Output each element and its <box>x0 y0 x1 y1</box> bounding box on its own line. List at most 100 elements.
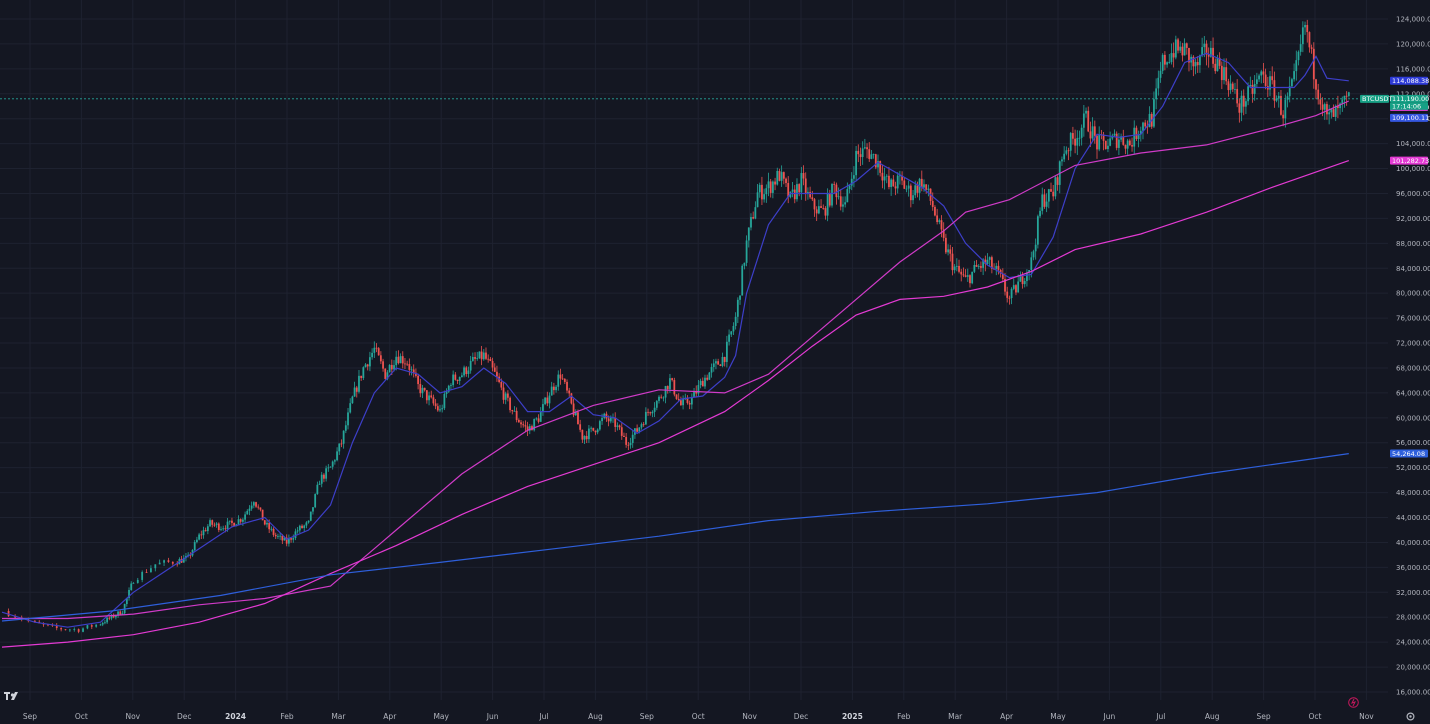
candle-body <box>990 257 993 269</box>
candle-body <box>618 425 621 428</box>
candle-body <box>1028 270 1031 273</box>
candle-body <box>528 426 531 431</box>
candle-body <box>690 397 693 405</box>
candle-body <box>390 364 393 370</box>
grid-lines <box>0 0 1388 700</box>
candle-body <box>1107 145 1109 150</box>
candle-body <box>756 192 759 208</box>
candle-body <box>474 356 476 359</box>
candle-body <box>1339 103 1341 109</box>
candle-body <box>349 403 352 413</box>
candle-body <box>888 175 890 188</box>
candle-body <box>226 521 229 530</box>
candle-body <box>436 406 439 411</box>
y-tick-label: 60,000.00 <box>1396 414 1430 422</box>
candle-body <box>710 367 713 373</box>
candle-body <box>1238 103 1241 113</box>
candle-body <box>272 528 275 535</box>
candle-body <box>947 249 949 253</box>
candle-body <box>202 530 205 536</box>
tradingview-logo-icon[interactable] <box>4 691 22 701</box>
time-axis[interactable]: Sep Oct Nov Dec 2024 Feb Mar Apr May Jun Jul Aug Sep… <box>23 712 1374 721</box>
candle-body <box>1337 105 1339 109</box>
candle-body <box>686 397 689 403</box>
candle-body <box>1317 89 1320 100</box>
candle-body <box>90 625 93 627</box>
candle-body <box>196 539 198 543</box>
candle-body <box>1166 62 1168 65</box>
gear-icon[interactable] <box>1405 711 1416 722</box>
ma-line-0 <box>1 52 1349 628</box>
candle-body <box>1001 273 1004 280</box>
candle-body <box>327 467 330 469</box>
price-badge <box>1390 156 1428 165</box>
candle-body <box>364 364 367 368</box>
price-axis[interactable]: 124,000.00 120,000.00 116,000.00 112,000.00… <box>1396 16 1430 697</box>
candle-body <box>1109 138 1112 146</box>
candle-body <box>1273 80 1276 101</box>
candle-body <box>953 266 956 271</box>
candle-body <box>868 149 871 159</box>
candle-body <box>255 502 257 507</box>
y-tick-label: 16,000.00 <box>1396 689 1430 697</box>
candle-body <box>108 617 111 619</box>
candle-body <box>853 175 855 179</box>
candle-body <box>279 535 282 537</box>
candle-body <box>1341 99 1344 104</box>
price-badge <box>1390 449 1428 458</box>
candle-body <box>861 148 864 158</box>
candle-body <box>399 356 402 364</box>
candle-body <box>344 425 347 431</box>
x-tick-label: May <box>433 712 449 721</box>
candle-body <box>822 207 825 209</box>
symbol-badge <box>1360 94 1389 103</box>
candle-body <box>432 397 435 404</box>
candle-body <box>1332 109 1335 117</box>
candle-body <box>809 191 812 198</box>
candle-body <box>596 429 599 433</box>
candle-body <box>373 347 376 353</box>
candle-body <box>658 396 660 401</box>
price-badge-label: 101,282.73 <box>1392 157 1429 165</box>
candle-body <box>441 408 444 410</box>
candle-body <box>121 613 124 615</box>
candle-body <box>846 189 849 203</box>
candle-body <box>388 364 391 373</box>
candle-body <box>723 356 726 362</box>
candle-body <box>925 184 928 190</box>
candle-body <box>1050 189 1052 192</box>
candle-body <box>629 442 632 446</box>
candle-body <box>730 331 733 335</box>
candle-body <box>325 468 328 479</box>
y-tick-label: 48,000.00 <box>1396 489 1430 497</box>
y-tick-label: 44,000.00 <box>1396 514 1430 522</box>
candle-body <box>828 193 831 206</box>
candle-body <box>500 381 503 388</box>
candle-body <box>793 189 796 200</box>
candle-body <box>1297 51 1300 61</box>
candle-body <box>158 562 161 565</box>
candle-body <box>542 404 544 412</box>
candle-body <box>209 520 211 527</box>
lightning-icon[interactable] <box>1348 697 1359 708</box>
x-tick-label: Jun <box>486 712 499 721</box>
x-tick-label: Aug <box>588 712 603 721</box>
candle-body <box>579 424 582 430</box>
candle-body <box>1174 39 1177 58</box>
candle-body <box>150 568 152 573</box>
candle-body <box>1128 140 1131 146</box>
candle-body <box>309 511 312 521</box>
candle-body <box>82 628 84 632</box>
candle-body <box>1126 140 1129 149</box>
candle-body <box>456 379 459 381</box>
candle-body <box>1209 47 1212 57</box>
candle-body <box>382 361 384 369</box>
candle-body <box>912 195 914 201</box>
y-tick-label: 20,000.00 <box>1396 664 1430 672</box>
candle-body <box>725 341 728 362</box>
candle-body <box>866 147 868 150</box>
candle-body <box>283 537 286 541</box>
candle-body <box>739 295 741 300</box>
candle-body <box>520 422 522 425</box>
